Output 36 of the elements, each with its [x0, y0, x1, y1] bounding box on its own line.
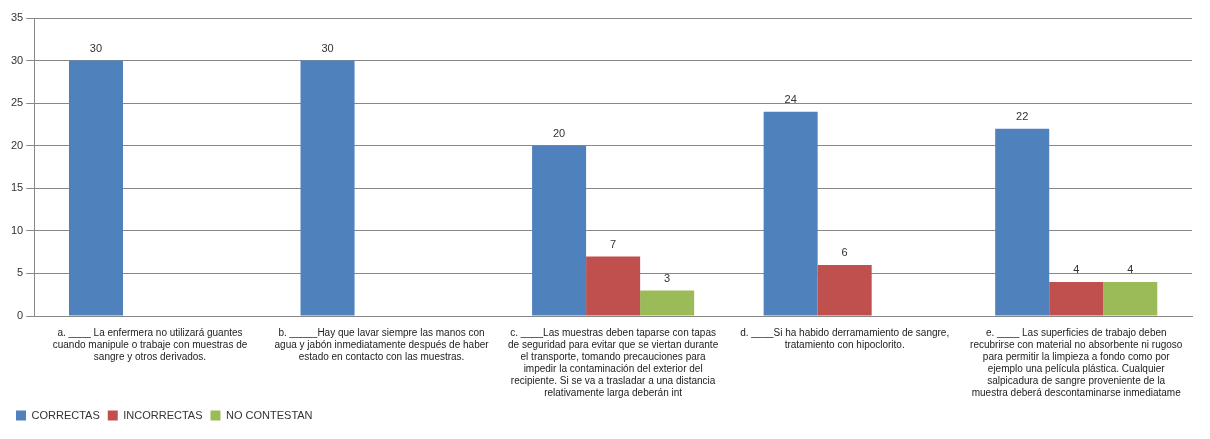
legend-label: INCORRECTAS: [123, 408, 203, 421]
data-label: 6: [841, 246, 848, 259]
data-label: 7: [610, 237, 617, 250]
bar: [817, 264, 872, 316]
y-tick-label: 30: [10, 53, 24, 66]
data-label: 30: [321, 42, 334, 55]
legend-label: NO CONTESTAN: [225, 408, 313, 421]
data-label: 22: [1016, 110, 1029, 123]
data-label: 3: [664, 271, 671, 284]
x-tick-label: e. ____ Las superficies de trabajo deben recubrirse con material no absorbente ni rugoso para permitir la limpieza a fondo como por ejemplo una película plástica. Cualquier salpicadura de sangre proveniente de la muestra deberá descontaminarse inmediatame: [970, 326, 1183, 398]
y-tick-label: 15: [10, 181, 24, 194]
x-tick-label: a. ____ La enfermera no utilizará guantes cuando manipule o trabaje con muestras de sangre y otros derivados.: [52, 326, 248, 362]
y-tick-label: 10: [10, 223, 24, 236]
bar: [1103, 281, 1158, 316]
bar: [532, 145, 587, 316]
bar: [1049, 281, 1104, 316]
data-label: 20: [552, 127, 566, 140]
y-tick-label: 35: [10, 11, 24, 24]
x-tick-label: d. ____Si ha habido derramamiento de sangre, tratamiento con hipoclorito.: [740, 326, 950, 350]
data-label: 4: [1127, 263, 1134, 276]
y-tick-label: 5: [17, 266, 24, 279]
bar: [68, 60, 123, 316]
y-tick-label: 0: [17, 309, 24, 322]
bar: [300, 60, 355, 316]
data-label: 4: [1073, 263, 1080, 276]
bar: [763, 111, 818, 316]
y-tick-label: 25: [10, 96, 24, 109]
legend-label: CORRECTAS: [31, 408, 100, 421]
bar: [586, 256, 641, 316]
x-tick-label: c. ____Las muestras deben taparse con tapas de seguridad para evitar que se viertan durante el transporte, tomando precauciones para impedir la contaminación del exterior del recipiente. Si se va a trasladar a una distancia relativamente larga deberán int: [508, 326, 719, 398]
data-label: 30: [89, 42, 103, 55]
x-tick-label: b. _____Hay que lavar siempre las manos con agua y jabón inmediatamente después de haber estado en contacto con las muestras.: [274, 326, 490, 362]
y-tick-label: 20: [10, 138, 24, 151]
data-label: 24: [784, 93, 797, 106]
bar: [640, 290, 695, 316]
bar: [995, 128, 1050, 316]
